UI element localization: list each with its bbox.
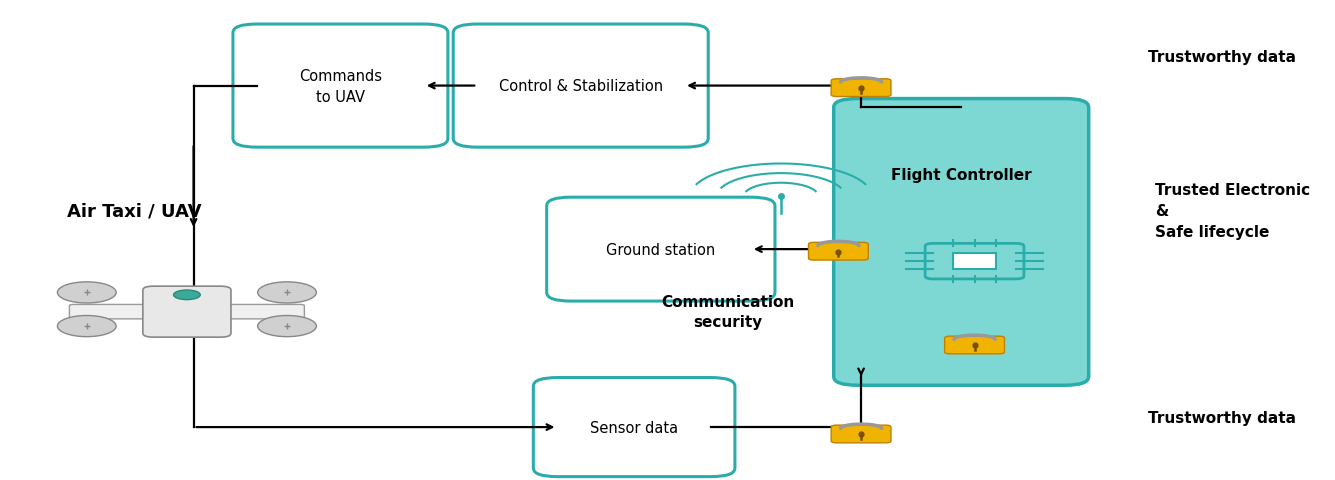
FancyBboxPatch shape	[534, 378, 734, 477]
Text: Flight Controller: Flight Controller	[890, 168, 1032, 183]
FancyBboxPatch shape	[234, 25, 449, 148]
Circle shape	[258, 282, 316, 303]
FancyBboxPatch shape	[69, 305, 158, 319]
Text: Sensor data: Sensor data	[590, 420, 678, 435]
Text: Trustworthy data: Trustworthy data	[1148, 410, 1296, 425]
Circle shape	[174, 290, 200, 300]
FancyBboxPatch shape	[925, 244, 1024, 279]
FancyBboxPatch shape	[216, 305, 304, 319]
Text: Trustworthy data: Trustworthy data	[1148, 50, 1296, 65]
FancyBboxPatch shape	[832, 80, 890, 97]
FancyBboxPatch shape	[453, 25, 708, 148]
Circle shape	[57, 316, 116, 337]
FancyBboxPatch shape	[809, 243, 868, 261]
FancyBboxPatch shape	[547, 198, 774, 301]
FancyBboxPatch shape	[832, 425, 890, 443]
Text: Commands
to UAV: Commands to UAV	[299, 69, 382, 104]
Text: Trusted Electronic
&
Safe lifecycle: Trusted Electronic & Safe lifecycle	[1155, 183, 1310, 240]
FancyBboxPatch shape	[953, 254, 996, 269]
Text: Air Taxi / UAV: Air Taxi / UAV	[67, 202, 202, 220]
Circle shape	[57, 282, 116, 303]
FancyBboxPatch shape	[143, 287, 231, 337]
Text: Control & Stabilization: Control & Stabilization	[499, 79, 662, 94]
FancyBboxPatch shape	[945, 336, 1004, 354]
Text: Ground station: Ground station	[606, 242, 716, 257]
Text: Communication
security: Communication security	[661, 295, 794, 329]
FancyBboxPatch shape	[833, 99, 1088, 385]
Circle shape	[258, 316, 316, 337]
